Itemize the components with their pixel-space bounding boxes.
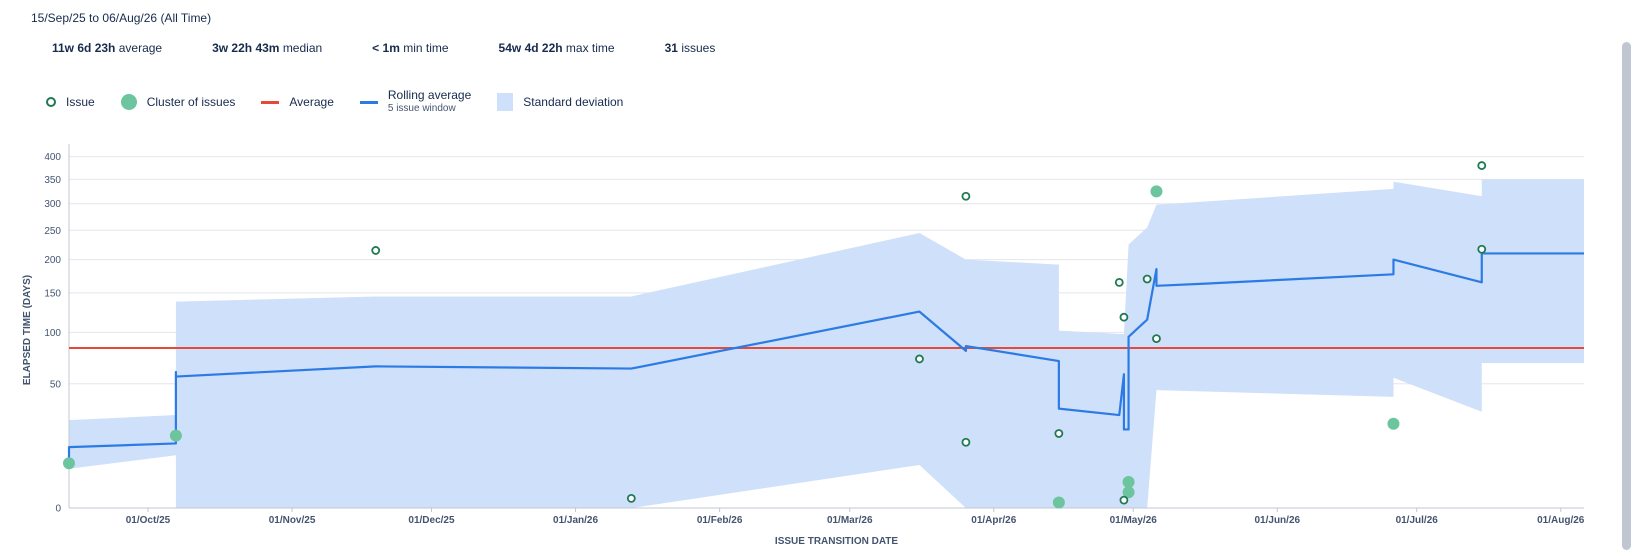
x-tick-label: 01/Nov/25 xyxy=(269,515,316,526)
issue-point[interactable] xyxy=(1119,495,1129,505)
cluster-point[interactable] xyxy=(1150,185,1163,198)
stat-issues: 31 issues xyxy=(664,41,716,55)
y-tick-label: 0 xyxy=(55,504,61,515)
issue-point[interactable] xyxy=(626,493,636,503)
x-tick-label: 01/Jul/26 xyxy=(1396,515,1439,526)
stat-min: < 1m min time xyxy=(372,41,449,55)
x-tick-label: 01/Feb/26 xyxy=(697,515,743,526)
y-tick-label: 350 xyxy=(44,175,61,186)
legend-item-rolling-average[interactable]: Rolling average 5 issue window xyxy=(359,88,471,116)
issue-point[interactable] xyxy=(1152,334,1161,343)
y-tick-label: 200 xyxy=(44,255,61,266)
issue-point[interactable] xyxy=(1142,274,1152,284)
rolling-line-icon xyxy=(359,100,378,104)
x-tick-label: 01/May/26 xyxy=(1110,515,1158,526)
y-axis-title: ELAPSED TIME (DAYS) xyxy=(22,275,33,385)
stat-average: 11w 6d 23h average xyxy=(52,41,163,55)
cluster-point[interactable] xyxy=(1122,475,1135,488)
std-band-icon xyxy=(497,93,514,111)
cluster-point[interactable] xyxy=(1052,496,1065,509)
cluster-marker-icon xyxy=(120,94,137,110)
stat-max: 54w 4d 22h max time xyxy=(498,41,615,55)
x-tick-label: 01/Dec/25 xyxy=(408,515,455,526)
y-tick-label: 250 xyxy=(44,226,61,237)
std-deviation-band xyxy=(69,179,1584,509)
legend-item-std-deviation[interactable]: Standard deviation xyxy=(497,93,623,111)
average-line-icon xyxy=(261,100,280,104)
issue-point[interactable] xyxy=(1054,429,1064,438)
issue-point[interactable] xyxy=(961,437,971,447)
y-tick-label: 100 xyxy=(44,328,61,339)
legend-item-average[interactable]: Average xyxy=(261,95,334,109)
issue-point[interactable] xyxy=(1114,277,1124,287)
x-tick-label: 01/Apr/26 xyxy=(971,515,1016,526)
issue-point[interactable] xyxy=(371,246,381,255)
x-tick-label: 01/Mar/26 xyxy=(827,515,873,526)
cluster-point[interactable] xyxy=(169,429,182,442)
stats-bar: 11w 6d 23h average 3w 22h 43m median < 1… xyxy=(52,41,765,55)
y-tick-label: 400 xyxy=(44,152,61,163)
issue-point[interactable] xyxy=(1477,244,1487,254)
cluster-point[interactable] xyxy=(1122,486,1135,499)
x-tick-label: 01/Oct/25 xyxy=(126,515,171,526)
issue-point[interactable] xyxy=(1119,312,1129,322)
legend-item-cluster[interactable]: Cluster of issues xyxy=(120,94,235,110)
issue-point[interactable] xyxy=(915,354,924,364)
y-tick-label: 50 xyxy=(50,379,62,390)
x-axis-title: ISSUE TRANSITION DATE xyxy=(775,536,898,547)
date-range: 15/Sep/25 to 06/Aug/26 (All Time) xyxy=(31,11,212,25)
x-tick-label: 01/Jun/26 xyxy=(1254,515,1300,526)
issue-point[interactable] xyxy=(1477,161,1487,170)
issue-marker-icon xyxy=(46,97,56,107)
y-tick-label: 300 xyxy=(44,199,61,210)
cluster-point[interactable] xyxy=(63,457,75,470)
stat-median: 3w 22h 43m median xyxy=(212,41,323,55)
cluster-point[interactable] xyxy=(1387,417,1400,430)
vertical-scrollbar[interactable] xyxy=(1622,42,1631,550)
issue-point[interactable] xyxy=(961,191,971,201)
x-tick-label: 01/Aug/26 xyxy=(1537,515,1585,526)
y-tick-label: 150 xyxy=(44,288,61,299)
legend-item-issue[interactable]: Issue xyxy=(46,95,95,109)
chart-legend: Issue Cluster of issues Average Rolling … xyxy=(46,88,649,116)
rolling-average-line xyxy=(67,252,1584,459)
x-tick-label: 01/Jan/26 xyxy=(553,515,598,526)
